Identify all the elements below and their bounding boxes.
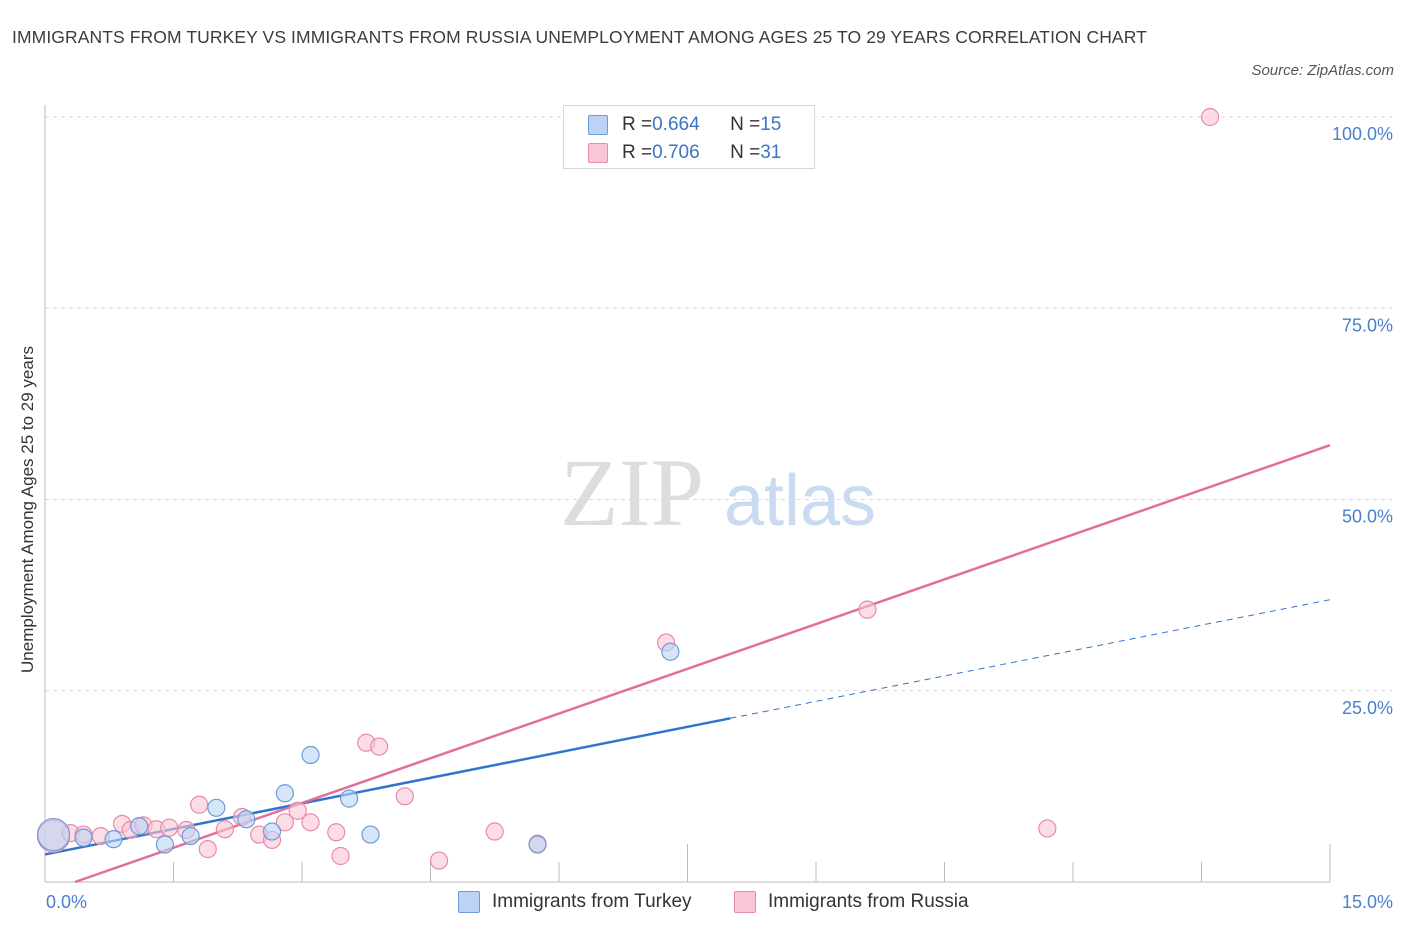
point-russia	[288, 801, 307, 820]
axis-labels: 25.0% 50.0% 75.0% 100.0% 0.0% 15.0% Unemployme…	[18, 124, 1393, 912]
watermark-atlas: atlas	[724, 461, 876, 541]
data-points	[36, 107, 1220, 870]
legend-label-russia: Immigrants from Russia	[768, 891, 969, 912]
point-turkey	[661, 642, 680, 661]
point-turkey	[36, 817, 71, 852]
russia-n-value: 31	[760, 142, 782, 163]
y-axis-label: Unemployment Among Ages 25 to 29 years	[18, 346, 37, 673]
source-label: Source: ZipAtlas.com	[1251, 62, 1394, 79]
point-russia	[331, 846, 350, 866]
russia-r-label: R =	[622, 142, 653, 163]
turkey-n-value: 15	[760, 114, 782, 135]
russia-n-label: N =	[730, 142, 761, 163]
turkey-swatch	[588, 115, 608, 135]
legend-swatch-turkey	[458, 891, 480, 913]
y-tick-label: 25.0%	[1342, 698, 1393, 718]
y-tick-label: 100.0%	[1332, 124, 1393, 144]
point-russia	[1200, 107, 1220, 127]
trend-line-turkey-extension	[730, 599, 1331, 719]
x-tick-label-max: 15.0%	[1342, 892, 1393, 912]
legend-label-turkey: Immigrants from Turkey	[492, 891, 692, 912]
legend-row-turkey: R = 0.664 N = 15	[588, 113, 781, 137]
point-russia	[301, 813, 320, 832]
trend-line-russia	[74, 444, 1331, 884]
point-turkey	[361, 825, 380, 844]
point-turkey	[340, 789, 359, 808]
point-turkey	[237, 810, 256, 829]
watermark: ZIP atlas	[560, 439, 876, 546]
point-turkey	[181, 826, 200, 846]
point-russia	[198, 840, 217, 859]
watermark-zip: ZIP	[560, 439, 704, 546]
turkey-r-value: 0.664	[652, 114, 700, 135]
russia-r-value: 0.706	[652, 142, 700, 163]
y-tick-label: 50.0%	[1342, 507, 1393, 527]
point-turkey	[275, 784, 294, 803]
point-russia	[429, 851, 449, 870]
trend-line-turkey	[44, 717, 731, 856]
point-turkey	[74, 828, 93, 847]
point-turkey	[155, 835, 175, 854]
point-turkey	[104, 830, 123, 849]
point-turkey	[207, 798, 226, 817]
point-russia	[275, 813, 294, 832]
chart-title: IMMIGRANTS FROM TURKEY VS IMMIGRANTS FRO…	[12, 27, 1147, 47]
point-russia	[215, 820, 234, 839]
correlation-legend: R = 0.664 N = 15 R = 0.706 N = 31	[563, 105, 815, 169]
point-turkey	[262, 822, 282, 841]
turkey-r-label: R =	[622, 114, 653, 135]
point-russia	[160, 818, 179, 837]
point-russia	[485, 822, 504, 841]
legend-item-russia: Immigrants from Russia	[734, 889, 969, 915]
legend-row-russia: R = 0.706 N = 31	[588, 141, 781, 165]
point-turkey	[301, 745, 320, 765]
point-russia	[190, 795, 209, 814]
point-russia	[858, 600, 877, 619]
axes	[44, 105, 1331, 883]
legend-item-turkey: Immigrants from Turkey	[458, 889, 692, 915]
point-russia	[370, 737, 389, 756]
x-tick-label-min: 0.0%	[46, 892, 87, 912]
y-tick-label: 75.0%	[1342, 315, 1393, 335]
point-russia	[327, 823, 346, 842]
legend-swatch-russia	[734, 891, 756, 913]
point-turkey	[528, 835, 547, 854]
point-turkey	[130, 817, 149, 836]
point-russia	[395, 787, 414, 806]
grid-lines	[45, 116, 1392, 692]
point-russia	[1038, 819, 1057, 838]
turkey-n-label: N =	[730, 114, 761, 135]
russia-swatch	[588, 143, 608, 163]
